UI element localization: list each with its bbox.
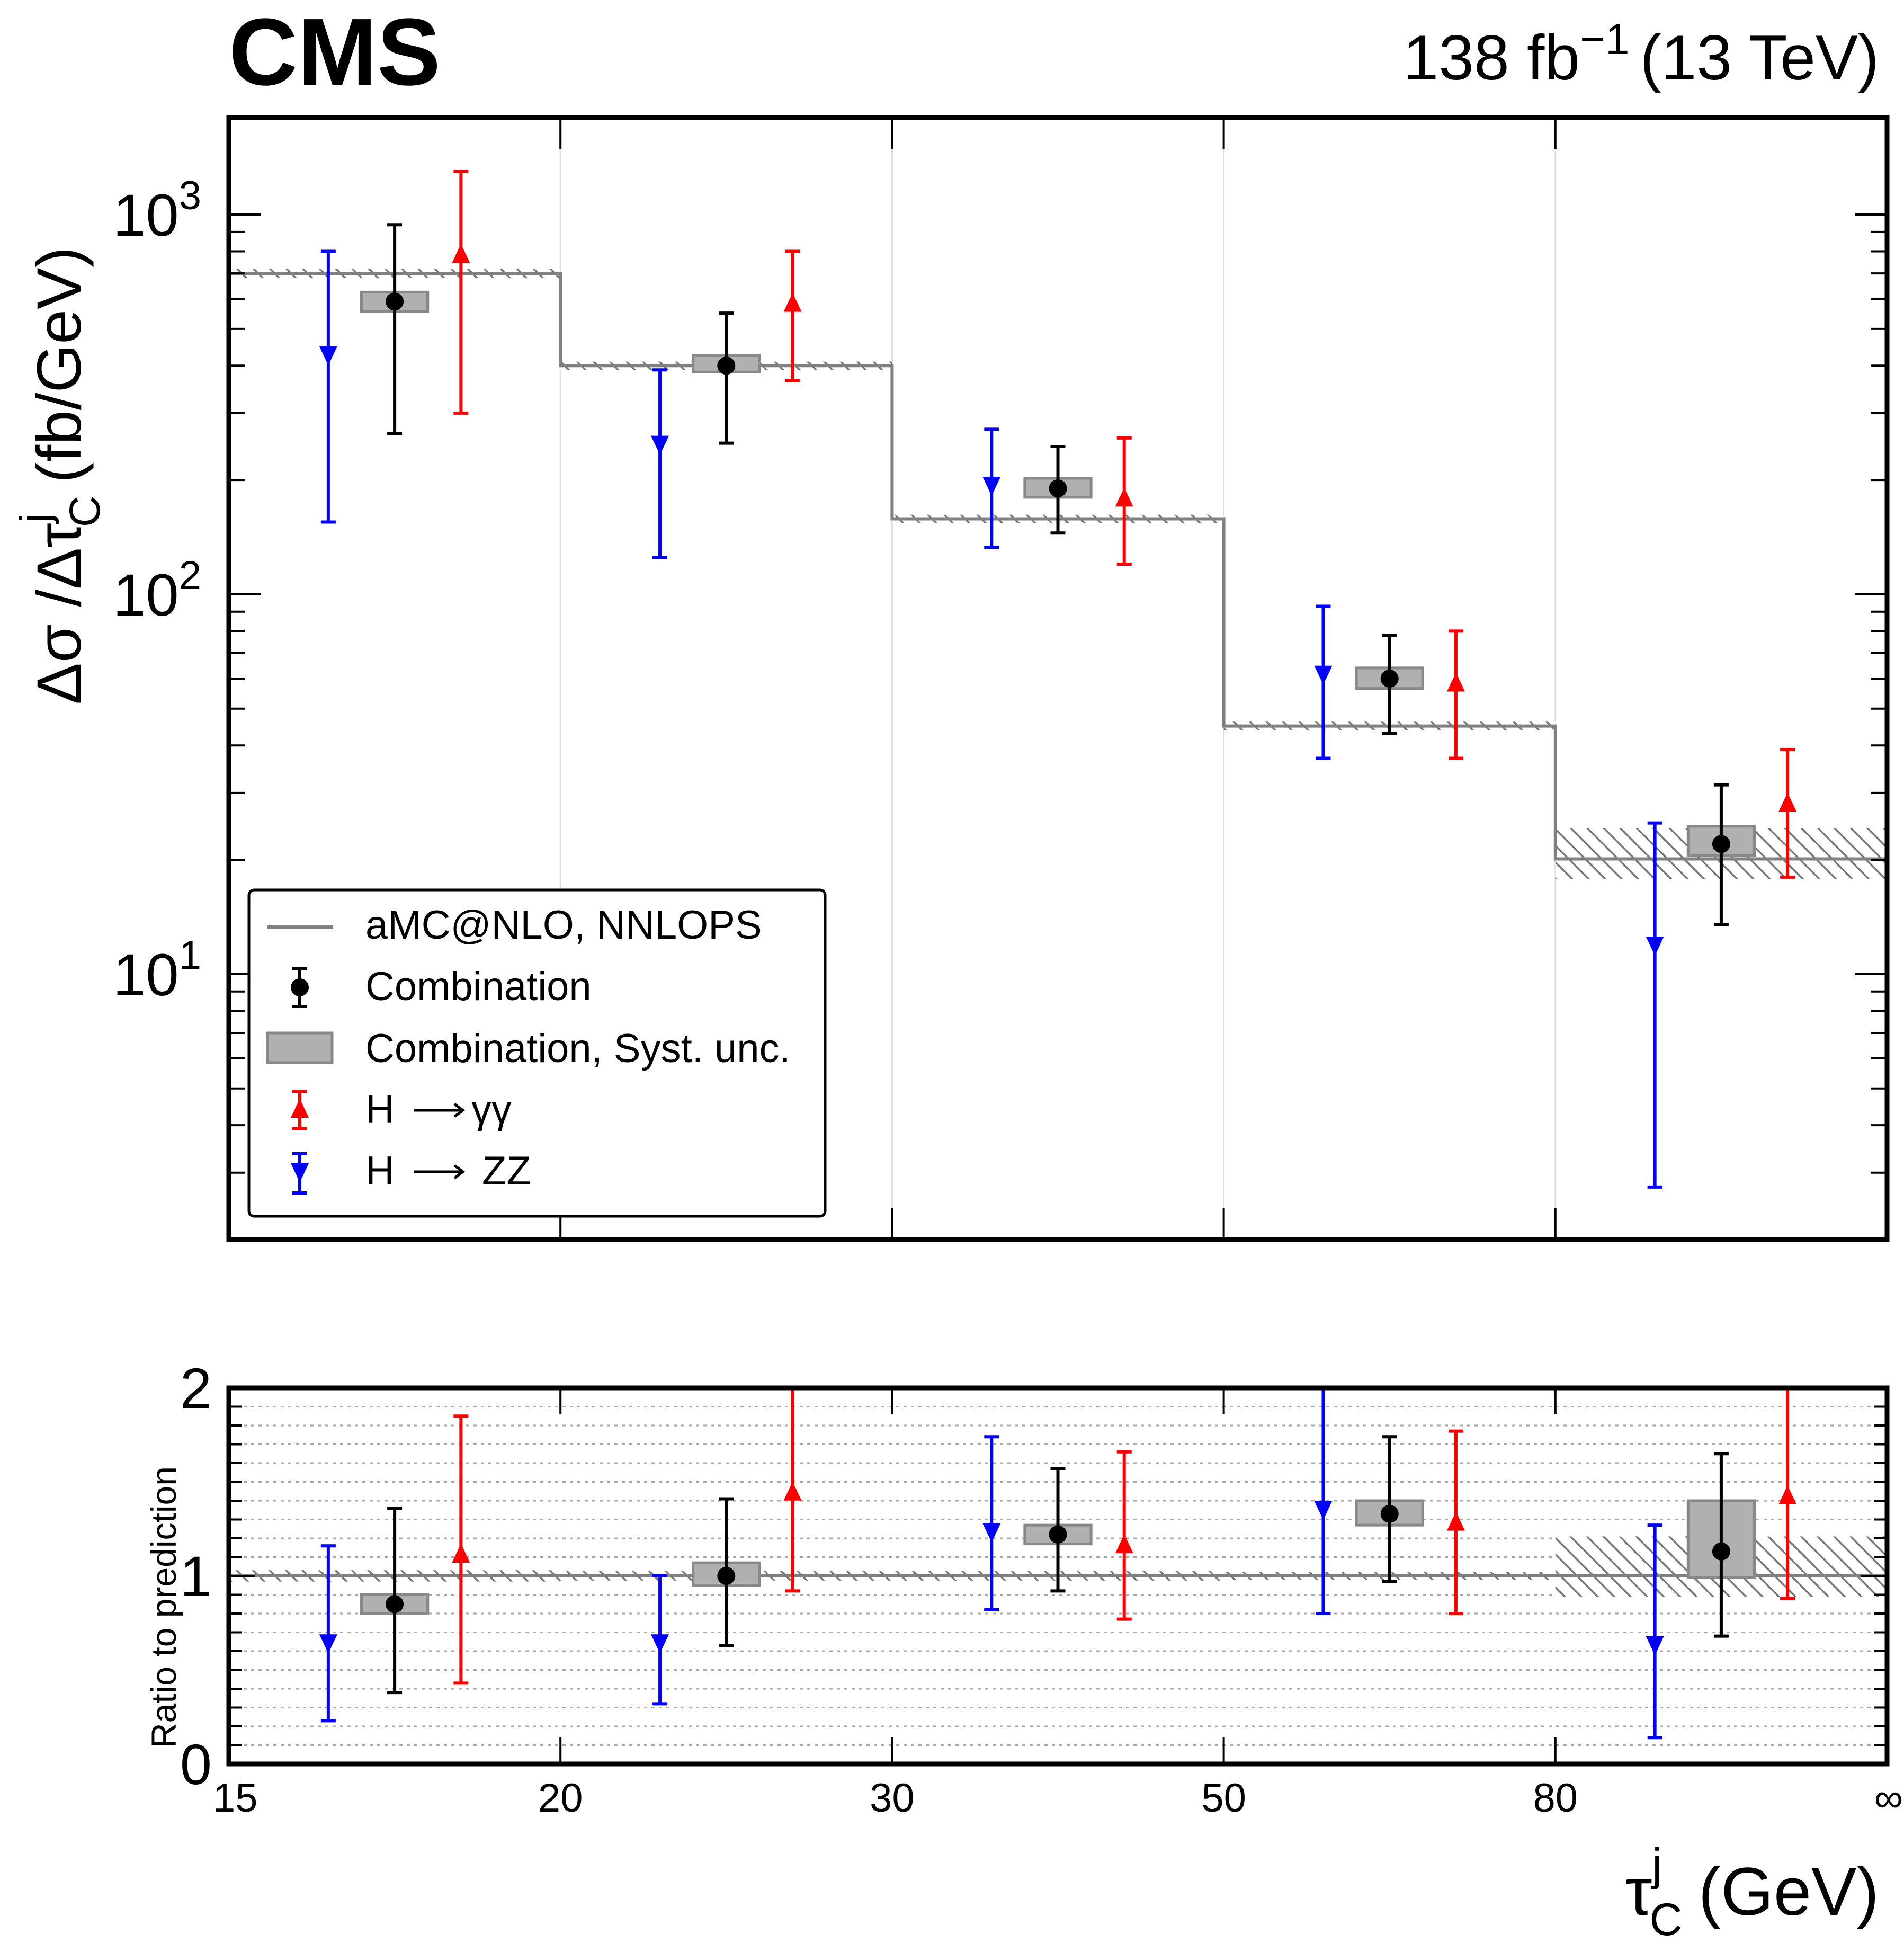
lower-data-points bbox=[319, 1388, 1797, 1740]
legend-hgg-arrow-head bbox=[453, 1103, 466, 1118]
x-axis-label-sub: C bbox=[1650, 1894, 1683, 1943]
upper-y-tick-label: 103 bbox=[113, 173, 201, 248]
lumi-exponent: −1 bbox=[1580, 15, 1630, 64]
upper-ylabel-sup: j bbox=[11, 513, 59, 524]
upper-prediction-line bbox=[229, 272, 1887, 861]
legend-hzz-arrow-head bbox=[453, 1164, 466, 1179]
upper-hzz-marker bbox=[1314, 665, 1333, 685]
legend-box bbox=[247, 888, 827, 1218]
lower-combination-marker bbox=[386, 1595, 404, 1614]
x-axis-label-sup: j bbox=[1650, 1839, 1662, 1890]
x-tick-label: ∞ bbox=[1874, 1776, 1903, 1821]
legend-entry-combination: Combination bbox=[291, 964, 592, 1009]
x-tick-label: 80 bbox=[1533, 1776, 1578, 1821]
x-tick-label: 30 bbox=[870, 1776, 915, 1821]
lower-hzz-marker bbox=[1646, 1636, 1664, 1655]
lower-hzz-marker bbox=[982, 1523, 1001, 1543]
upper-ylabel: Δσ /ΔτjC (fb/GeV) bbox=[11, 247, 109, 705]
lower-combination-marker bbox=[1049, 1525, 1067, 1544]
upper-hgg-marker bbox=[1778, 792, 1797, 812]
lower-hgg-marker bbox=[1446, 1511, 1465, 1531]
legend-hzz-marker bbox=[291, 1163, 309, 1182]
upper-combination-marker bbox=[1712, 835, 1730, 853]
lower-hgg-marker bbox=[783, 1481, 802, 1501]
x-axis-label: τj C (GeV) bbox=[1625, 1839, 1879, 1943]
upper-y-tick-exp: 1 bbox=[179, 933, 201, 978]
upper-y-tick-label: 102 bbox=[113, 553, 201, 628]
upper-combination-marker bbox=[1049, 479, 1067, 498]
legend-hgg-prefix: H bbox=[365, 1087, 395, 1132]
legend-prediction-label: aMC@NLO, NNLOPS bbox=[365, 903, 762, 948]
upper-hgg-marker bbox=[1446, 672, 1465, 692]
legend-entry-hgg: H γγ bbox=[291, 1087, 512, 1132]
legend: aMC@NLO, NNLOPS Combination Combination,… bbox=[247, 888, 827, 1218]
energy-label: (13 TeV) bbox=[1640, 22, 1879, 93]
lower-combination-marker bbox=[717, 1567, 736, 1585]
legend-entry-prediction: aMC@NLO, NNLOPS bbox=[267, 903, 762, 948]
upper-combination-marker bbox=[386, 292, 404, 311]
upper-panel-ticks bbox=[229, 118, 1887, 1241]
legend-entry-hzz: H ZZ bbox=[291, 1148, 531, 1195]
lower-combination-marker bbox=[1380, 1504, 1399, 1523]
upper-y-tick-exp: 3 bbox=[179, 173, 201, 218]
lower-hzz-marker bbox=[651, 1634, 669, 1654]
legend-hgg-suffix: γγ bbox=[471, 1087, 512, 1132]
lower-ylabel: Ratio to prediction bbox=[144, 1466, 183, 1748]
legend-hzz-suffix: ZZ bbox=[482, 1148, 531, 1193]
upper-y-tick-exp: 2 bbox=[179, 553, 201, 598]
upper-ylabel-main: Δσ /Δτ bbox=[24, 523, 94, 705]
lower-hgg-marker bbox=[452, 1543, 470, 1563]
lower-hzz-marker bbox=[1314, 1501, 1333, 1520]
upper-hzz-marker bbox=[1646, 937, 1664, 956]
x-tick-label: 15 bbox=[213, 1776, 258, 1821]
upper-ylabel-sub: C bbox=[61, 496, 109, 527]
upper-prediction-layer bbox=[229, 269, 1887, 879]
lower-y-tick-label: 0 bbox=[180, 1732, 212, 1796]
experiment-label: CMS bbox=[229, 0, 441, 105]
lumi-value: 138 fb bbox=[1404, 22, 1580, 93]
legend-hzz-prefix: H bbox=[365, 1148, 395, 1193]
x-tick-label: 50 bbox=[1201, 1776, 1246, 1821]
upper-ylabel-unit: (fb/GeV) bbox=[24, 247, 94, 483]
lower-hgg-marker bbox=[1115, 1534, 1133, 1554]
upper-panel-frame bbox=[226, 115, 1890, 1242]
lower-y-tick-label: 2 bbox=[180, 1356, 212, 1420]
upper-hgg-marker bbox=[452, 244, 470, 263]
lower-panel-frame bbox=[226, 1385, 1890, 1767]
upper-hzz-marker bbox=[982, 477, 1001, 496]
lower-y-tick-labels: 0 1 2 bbox=[180, 1356, 212, 1796]
upper-combination-marker bbox=[717, 356, 736, 375]
lower-hzz-marker bbox=[319, 1634, 337, 1654]
upper-y-tick-base: 10 bbox=[113, 562, 179, 628]
upper-hgg-marker bbox=[783, 292, 802, 312]
legend-combination-label: Combination bbox=[365, 964, 592, 1009]
legend-combination-marker bbox=[291, 978, 309, 996]
upper-y-tick-label: 101 bbox=[113, 933, 201, 1008]
upper-data-points bbox=[319, 170, 1797, 1189]
lower-y-tick-label: 1 bbox=[180, 1544, 212, 1608]
x-tick-labels: 15 20 30 50 80 ∞ bbox=[213, 1776, 1903, 1821]
lower-hgg-marker bbox=[1778, 1485, 1797, 1504]
upper-y-tick-base: 10 bbox=[113, 182, 179, 248]
legend-syst-label: Combination, Syst. unc. bbox=[365, 1026, 791, 1071]
legend-syst-swatch bbox=[266, 1031, 334, 1064]
x-axis-label-unit: (GeV) bbox=[1699, 1854, 1879, 1930]
lower-combination-marker bbox=[1712, 1542, 1730, 1561]
upper-combination-marker bbox=[1380, 670, 1399, 688]
legend-entry-syst: Combination, Syst. unc. bbox=[266, 1026, 791, 1071]
upper-hgg-marker bbox=[1115, 487, 1133, 507]
upper-hzz-marker bbox=[651, 435, 669, 455]
upper-y-tick-base: 10 bbox=[113, 942, 179, 1008]
lumi-label: 138 fb−1 (13 TeV) bbox=[1404, 15, 1880, 93]
x-axis-label-main: τ bbox=[1625, 1854, 1652, 1930]
upper-hzz-marker bbox=[319, 346, 337, 366]
legend-hgg-marker bbox=[291, 1099, 309, 1118]
x-tick-label: 20 bbox=[538, 1776, 583, 1821]
